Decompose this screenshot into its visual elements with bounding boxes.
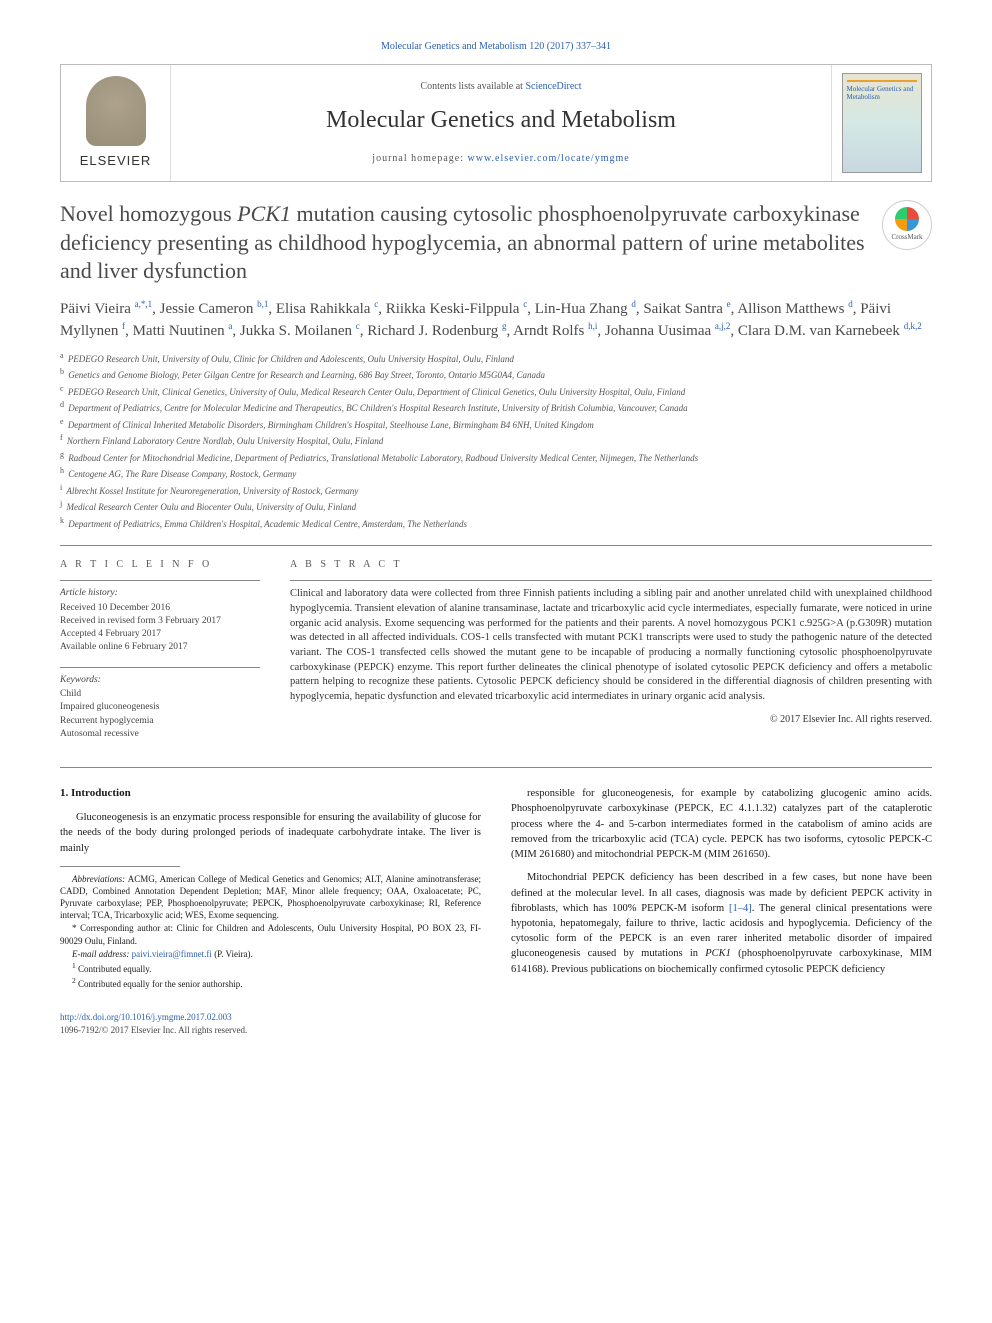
- affiliations-list: a PEDEGO Research Unit, University of Ou…: [60, 350, 932, 532]
- affiliation-line: a PEDEGO Research Unit, University of Ou…: [60, 350, 932, 367]
- affiliation-line: i Albrecht Kossel Institute for Neuroreg…: [60, 482, 932, 499]
- abstract-text: Clinical and laboratory data were collec…: [290, 587, 932, 705]
- affiliation-line: b Genetics and Genome Biology, Peter Gil…: [60, 366, 932, 383]
- issn-copyright: 1096-7192/© 2017 Elsevier Inc. All right…: [60, 1025, 247, 1035]
- history-line: Available online 6 February 2017: [60, 641, 260, 654]
- abstract-heading: A B S T R A C T: [290, 558, 932, 572]
- abstract-rule: [290, 580, 932, 581]
- footnotes-block: Abbreviations: ACMG, American College of…: [60, 873, 481, 990]
- sciencedirect-link[interactable]: ScienceDirect: [525, 81, 581, 92]
- history-line: Received in revised form 3 February 2017: [60, 615, 260, 628]
- elsevier-label: ELSEVIER: [80, 152, 152, 170]
- keywords-block: Keywords: ChildImpaired gluconeogenesisR…: [60, 674, 260, 741]
- journal-header-box: ELSEVIER Contents lists available at Sci…: [60, 64, 932, 182]
- corresponding-author-footnote: * Corresponding author at: Clinic for Ch…: [60, 922, 481, 946]
- contents-available-line: Contents lists available at ScienceDirec…: [191, 80, 811, 94]
- section-rule-bottom: [60, 767, 932, 768]
- section-number: 1.: [60, 787, 68, 799]
- email-link[interactable]: paivi.vieira@fimnet.fi: [132, 949, 212, 959]
- affiliation-line: c PEDEGO Research Unit, Clinical Genetic…: [60, 383, 932, 400]
- corr-star: *: [72, 923, 80, 933]
- abbreviations-footnote: Abbreviations: ACMG, American College of…: [60, 873, 481, 922]
- article-info-heading: A R T I C L E I N F O: [60, 558, 260, 572]
- body-right-column: responsible for gluconeogenesis, for exa…: [511, 786, 932, 991]
- history-label: Article history:: [60, 587, 260, 600]
- elsevier-tree-icon: [86, 76, 146, 146]
- affiliation-line: f Northern Finland Laboratory Centre Nor…: [60, 432, 932, 449]
- keyword: Recurrent hypoglycemia: [60, 715, 260, 728]
- affiliation-line: h Centogene AG, The Rare Disease Company…: [60, 465, 932, 482]
- header-center: Contents lists available at ScienceDirec…: [171, 65, 831, 181]
- section-title: Introduction: [71, 787, 131, 799]
- cover-thumbnail: Molecular Genetics and Metabolism: [842, 73, 922, 173]
- body-left-column: 1. Introduction Gluconeogenesis is an en…: [60, 786, 481, 991]
- cover-title: Molecular Genetics and Metabolism: [847, 86, 917, 101]
- authors-list: Päivi Vieira a,*,1, Jessie Cameron b,1, …: [60, 298, 932, 342]
- history-line: Accepted 4 February 2017: [60, 628, 260, 641]
- elsevier-logo: ELSEVIER: [61, 65, 171, 181]
- body-paragraph: Gluconeogenesis is an enzymatic process …: [60, 810, 481, 856]
- info-rule-2: [60, 667, 260, 668]
- article-info-column: A R T I C L E I N F O Article history: R…: [60, 558, 260, 753]
- abbrev-label: Abbreviations:: [72, 874, 125, 884]
- keyword: Child: [60, 688, 260, 701]
- abstract-copyright: © 2017 Elsevier Inc. All rights reserved…: [290, 713, 932, 727]
- affiliation-line: j Medical Research Center Oulu and Bioce…: [60, 498, 932, 515]
- journal-homepage-line: journal homepage: www.elsevier.com/locat…: [191, 152, 811, 166]
- body-paragraph: Mitochondrial PEPCK deficiency has been …: [511, 870, 932, 977]
- crossmark-label: CrossMark: [891, 233, 922, 243]
- article-history-block: Article history: Received 10 December 20…: [60, 587, 260, 654]
- footnotes-rule: [60, 866, 180, 867]
- homepage-prefix: journal homepage:: [372, 153, 467, 164]
- info-rule-1: [60, 580, 260, 581]
- body-paragraph: responsible for gluconeogenesis, for exa…: [511, 786, 932, 862]
- keyword: Autosomal recessive: [60, 728, 260, 741]
- homepage-link[interactable]: www.elsevier.com/locate/ymgme: [468, 153, 630, 164]
- page-footer: http://dx.doi.org/10.1016/j.ymgme.2017.0…: [60, 1011, 932, 1036]
- crossmark-icon: [895, 207, 919, 231]
- contents-prefix: Contents lists available at: [420, 81, 525, 92]
- history-line: Received 10 December 2016: [60, 602, 260, 615]
- journal-cover: Molecular Genetics and Metabolism: [831, 65, 931, 181]
- footnote-2: 2 Contributed equally for the senior aut…: [60, 976, 481, 990]
- keyword: Impaired gluconeogenesis: [60, 701, 260, 714]
- footnote-2-text: Contributed equally for the senior autho…: [78, 979, 242, 989]
- ref-link[interactable]: [1–4]: [729, 903, 752, 914]
- footnote-1: 1 Contributed equally.: [60, 961, 481, 975]
- keywords-label: Keywords:: [60, 674, 260, 687]
- citation-header: Molecular Genetics and Metabolism 120 (2…: [60, 40, 932, 54]
- corr-text: Corresponding author at: Clinic for Chil…: [60, 923, 481, 945]
- email-footnote: E-mail address: paivi.vieira@fimnet.fi (…: [60, 948, 481, 960]
- section-rule-top: [60, 545, 932, 546]
- citation-link[interactable]: Molecular Genetics and Metabolism 120 (2…: [381, 41, 611, 52]
- crossmark-badge[interactable]: CrossMark: [882, 200, 932, 250]
- article-title: Novel homozygous PCK1 mutation causing c…: [60, 200, 866, 286]
- affiliation-line: e Department of Clinical Inherited Metab…: [60, 416, 932, 433]
- affiliation-line: d Department of Pediatrics, Centre for M…: [60, 399, 932, 416]
- affiliation-line: g Radboud Center for Mitochondrial Medic…: [60, 449, 932, 466]
- doi-link[interactable]: http://dx.doi.org/10.1016/j.ymgme.2017.0…: [60, 1012, 232, 1022]
- journal-name: Molecular Genetics and Metabolism: [191, 104, 811, 138]
- email-label: E-mail address:: [72, 949, 132, 959]
- section-1-heading: 1. Introduction: [60, 786, 481, 802]
- abstract-column: A B S T R A C T Clinical and laboratory …: [290, 558, 932, 753]
- email-suffix: (P. Vieira).: [212, 949, 253, 959]
- footnote-1-text: Contributed equally.: [78, 964, 151, 974]
- affiliation-line: k Department of Pediatrics, Emma Childre…: [60, 515, 932, 532]
